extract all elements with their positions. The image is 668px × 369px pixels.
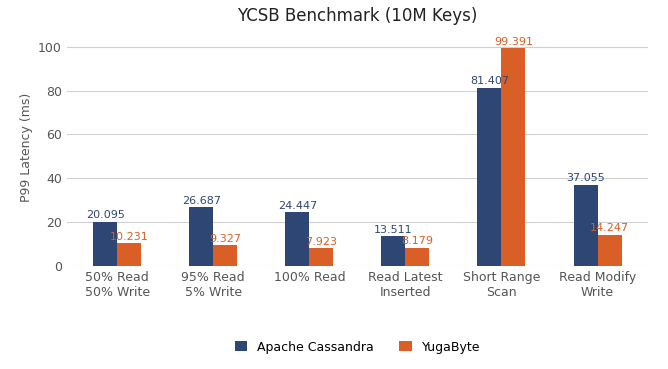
Text: 8.179: 8.179 [401,236,434,246]
Bar [309,248,333,266]
Text: 13.511: 13.511 [374,225,413,235]
Legend: Apache Cassandra, YugaByte: Apache Cassandra, YugaByte [230,336,485,359]
Text: 20.095: 20.095 [86,210,125,220]
Text: 37.055: 37.055 [566,173,605,183]
Bar [502,48,526,266]
Bar [94,222,117,266]
Text: 81.407: 81.407 [470,76,509,86]
Bar [478,88,502,266]
Bar [189,207,213,266]
Bar [213,245,237,266]
Text: 14.247: 14.247 [590,223,629,233]
Text: 24.447: 24.447 [278,201,317,211]
Title: YCSB Benchmark (10M Keys): YCSB Benchmark (10M Keys) [237,7,478,25]
Text: 10.231: 10.231 [110,232,148,242]
Text: 9.327: 9.327 [209,234,241,244]
Text: 7.923: 7.923 [305,237,337,247]
Bar [285,212,309,266]
Bar [117,243,141,266]
Bar [574,184,598,266]
Y-axis label: P99 Latency (ms): P99 Latency (ms) [19,93,33,202]
Text: 99.391: 99.391 [494,37,533,47]
Bar [598,235,621,266]
Text: 26.687: 26.687 [182,196,221,206]
Bar [405,248,430,266]
Bar [381,236,405,266]
